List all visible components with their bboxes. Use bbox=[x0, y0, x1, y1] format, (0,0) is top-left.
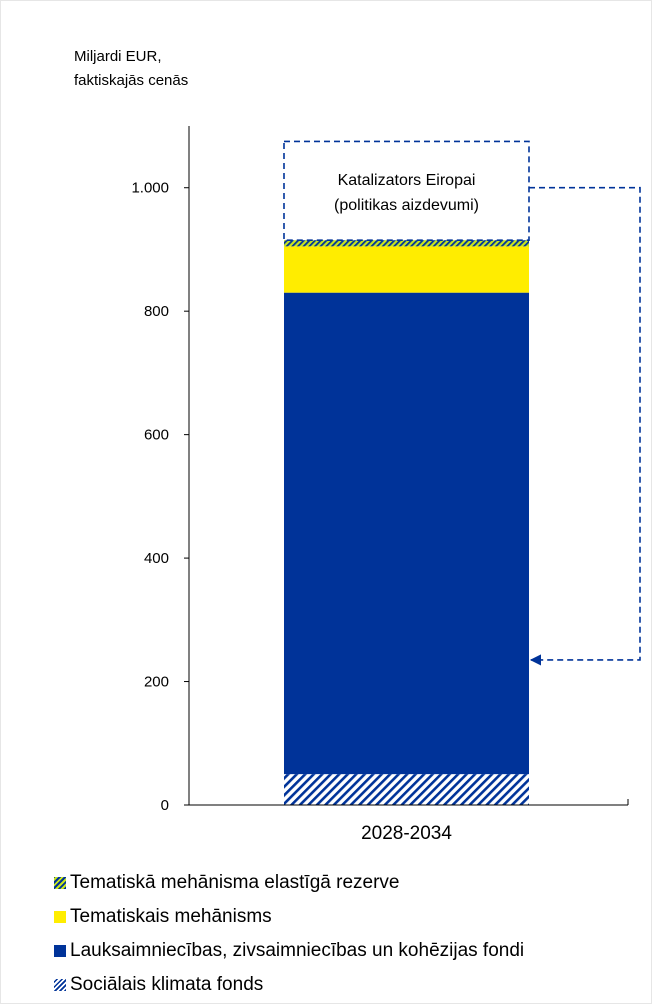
legend-swatch-blue bbox=[54, 945, 66, 957]
bar-segment-3 bbox=[284, 246, 529, 293]
legend-label: Lauksaimniecības, zivsaimniecības un koh… bbox=[70, 940, 525, 961]
legend-label: Sociālais klimata fonds bbox=[70, 974, 264, 995]
legend-swatch-hatched-green bbox=[54, 877, 66, 889]
y-tick-label: 0 bbox=[161, 797, 169, 814]
y-tick-label: 1.000 bbox=[131, 180, 169, 197]
y-tick-label: 400 bbox=[144, 550, 169, 567]
annotation-layer: Katalizators Eiropai (politikas aizdevumi… bbox=[283, 140, 641, 666]
legend-label: Tematiskā mehānisma elastīgā rezerve bbox=[70, 872, 400, 893]
legend-item-social-climate-fund: Sociālais klimata fonds bbox=[54, 968, 524, 1002]
y-tick-label: 200 bbox=[144, 674, 169, 691]
axes-layer: 0 200 400 600 800 1.000 2028-2034 bbox=[131, 126, 629, 844]
x-category-label: 2028-2034 bbox=[361, 823, 452, 844]
legend-item-thematic-mechanism: Tematiskais mehānisms bbox=[54, 900, 524, 934]
legend-swatch-yellow bbox=[54, 911, 66, 923]
chart-legend: Tematiskā mehānisma elastīgā rezerve Tem… bbox=[54, 866, 524, 1002]
annotation-text-line: (politikas aizdevumi) bbox=[334, 197, 479, 214]
bar-segment-2 bbox=[284, 292, 529, 775]
y-unit-label-line-2: faktiskajās cenās bbox=[74, 72, 189, 89]
y-tick-label: 600 bbox=[144, 427, 169, 444]
bar-segment-1 bbox=[284, 774, 529, 805]
bars-layer bbox=[284, 240, 529, 805]
annotation-text-line: Katalizators Eiropai bbox=[338, 172, 476, 189]
legend-swatch-hatched-blue bbox=[54, 979, 66, 991]
legend-item-flexible-reserve: Tematiskā mehānisma elastīgā rezerve bbox=[54, 866, 524, 900]
legend-label: Tematiskais mehānisms bbox=[70, 906, 272, 927]
stacked-bar-chart: 0 200 400 600 800 1.000 2028-2034 Katalizators… bbox=[131, 126, 641, 844]
y-tick-label: 800 bbox=[144, 303, 169, 320]
y-unit-label-line-1: Miljardi EUR, bbox=[74, 48, 162, 65]
annotation-connector-arrow bbox=[529, 186, 641, 666]
annotation-box bbox=[283, 140, 530, 241]
legend-item-agriculture-cohesion-funds: Lauksaimniecības, zivsaimniecības un koh… bbox=[54, 934, 524, 968]
bar-segment-4 bbox=[284, 240, 529, 247]
